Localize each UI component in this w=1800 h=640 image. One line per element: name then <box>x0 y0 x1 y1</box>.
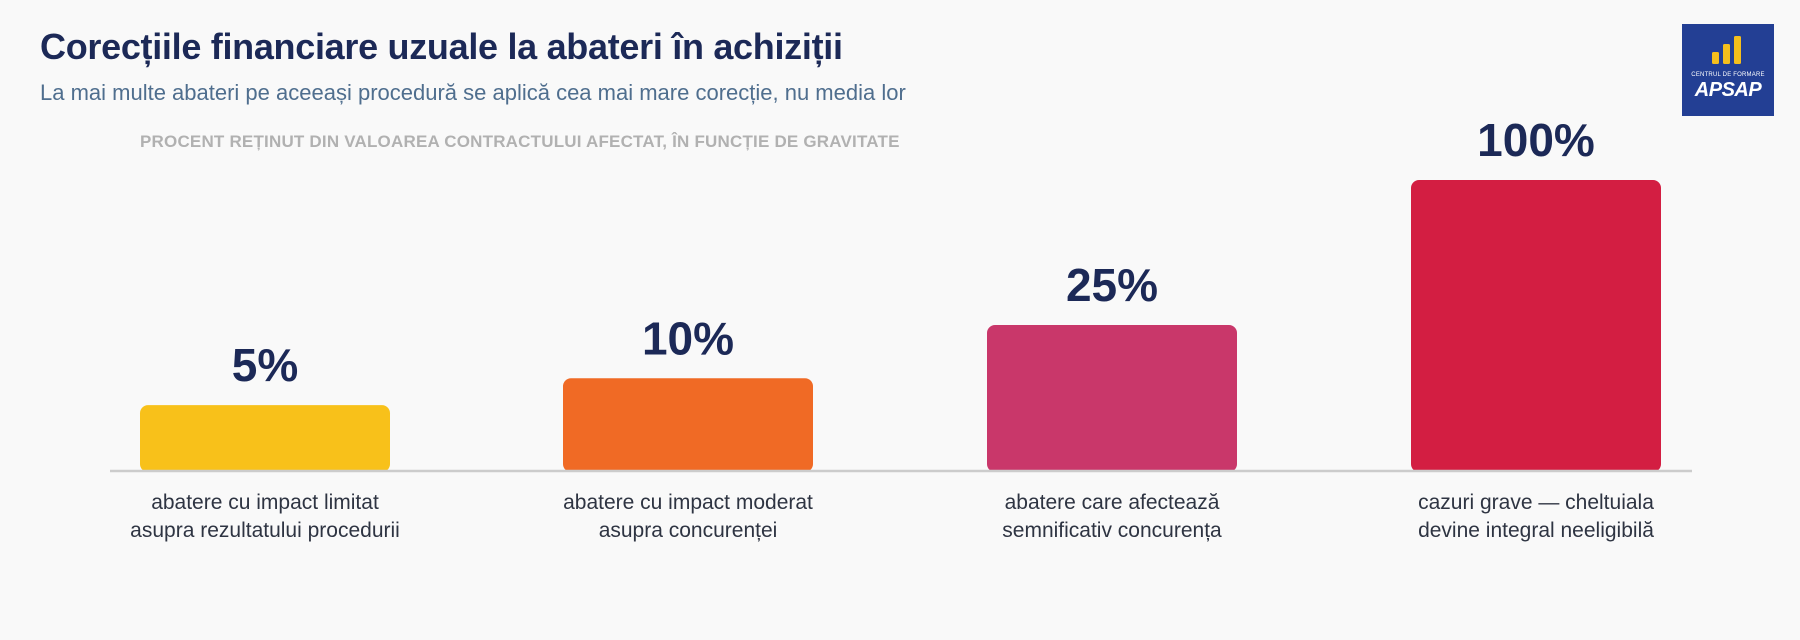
data-label: 5% <box>232 339 298 391</box>
category-label: cazuri grave — cheltuiala <box>1418 491 1654 514</box>
data-label: 100% <box>1477 114 1595 166</box>
category-label: asupra concurenței <box>599 519 778 542</box>
logo-small-text: CENTRUL DE FORMARE <box>1691 72 1765 78</box>
bar <box>563 378 813 472</box>
data-label: 10% <box>642 312 734 364</box>
category-label: abatere care afectează <box>1005 491 1220 514</box>
chart-caption: PROCENT REȚINUT DIN VALOAREA CONTRACTULU… <box>140 132 900 151</box>
category-label: asupra rezultatului procedurii <box>130 519 400 542</box>
category-label: semnificativ concurența <box>1002 519 1222 542</box>
bar <box>140 405 390 472</box>
page-title: Corecțiile financiare uzuale la abateri … <box>40 26 843 67</box>
category-label: abatere cu impact moderat <box>563 491 813 514</box>
data-label: 25% <box>1066 259 1158 311</box>
bar-chart-icon <box>1712 36 1741 64</box>
category-label: devine integral neeligibilă <box>1418 519 1654 542</box>
logo-name: APSAP <box>1694 79 1762 101</box>
bar <box>987 325 1237 472</box>
category-label: abatere cu impact limitat <box>151 491 379 514</box>
page-subtitle: La mai multe abateri pe aceeași procedur… <box>40 80 906 105</box>
bar <box>1411 180 1661 472</box>
apsap-logo: CENTRUL DE FORMARE APSAP <box>1682 24 1774 116</box>
